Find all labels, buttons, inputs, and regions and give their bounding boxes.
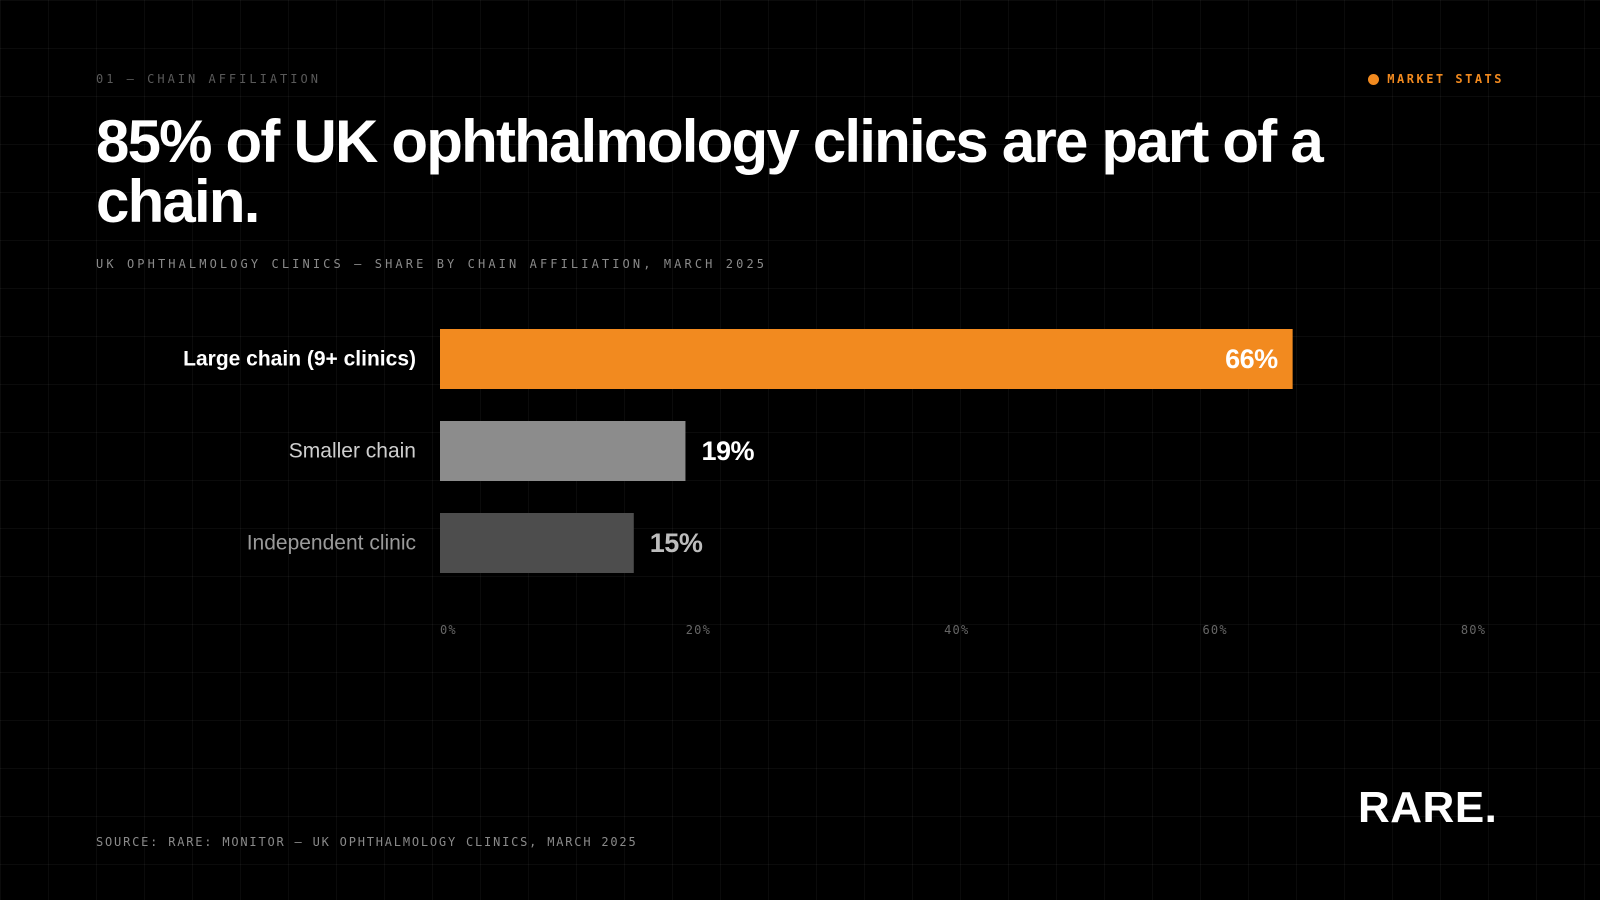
source-note: SOURCE: RARE: MONITOR — UK OPHTHALMOLOGY… [96,835,638,849]
dot-icon [1368,73,1380,85]
x-tick-label: 80% [1461,623,1486,637]
value-label: 19% [701,436,754,466]
x-tick-label: 40% [944,623,969,637]
bar [440,329,1293,389]
section-kicker: 01 — CHAIN AFFILIATION [96,72,321,86]
market-stats-tag: MARKET STATS [1368,72,1504,86]
tag-label: MARKET STATS [1387,72,1504,86]
chart-subtitle: UK OPHTHALMOLOGY CLINICS — SHARE BY CHAI… [96,257,768,271]
rare-logo: RARE. [1358,783,1498,832]
category-label: Large chain (9+ clinics) [183,348,416,371]
bar [440,513,634,573]
category-label: Independent clinic [247,532,416,555]
x-tick-label: 60% [1202,623,1227,637]
category-label: Smaller chain [289,440,416,463]
x-tick-label: 0% [440,623,457,637]
bar [440,421,686,481]
x-tick-label: 20% [686,623,711,637]
headline: 85% of UK ophthalmology clinics are part… [96,108,1324,235]
value-label: 15% [650,528,703,558]
value-label: 66% [1225,344,1278,374]
